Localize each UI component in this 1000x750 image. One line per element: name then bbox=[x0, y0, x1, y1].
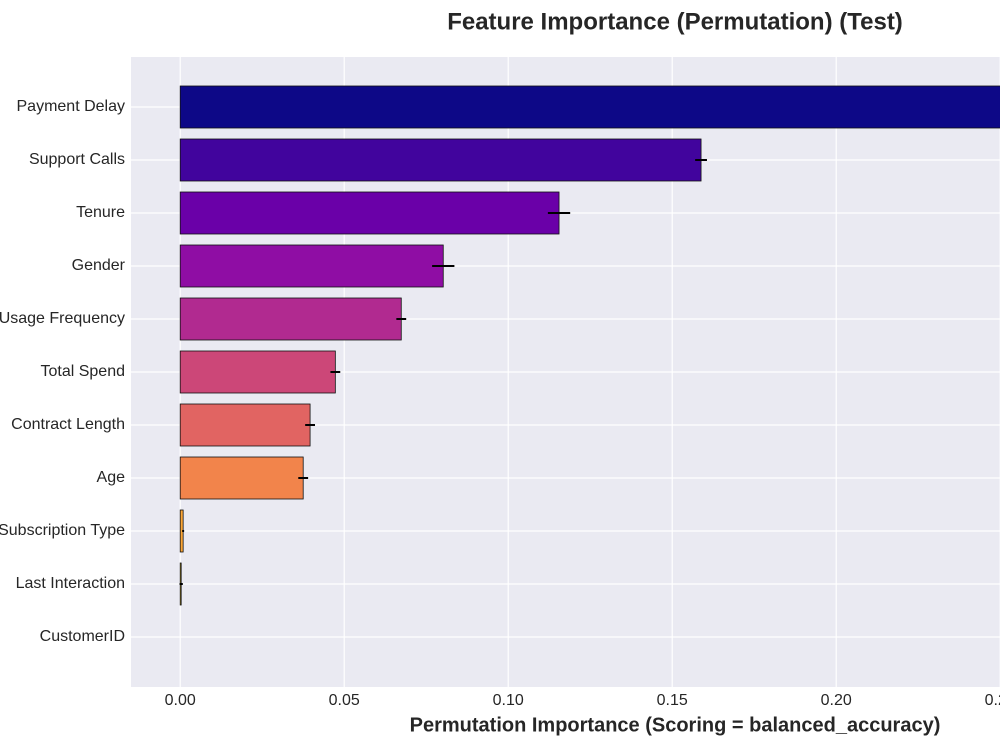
x-tick-label: 0.10 bbox=[493, 692, 524, 709]
y-tick-label: Tenure bbox=[76, 204, 125, 221]
y-tick-label: Payment Delay bbox=[17, 98, 126, 115]
bar bbox=[179, 350, 336, 394]
y-tick-label: Contract Length bbox=[11, 416, 125, 433]
bar bbox=[179, 297, 402, 341]
bar bbox=[179, 244, 444, 288]
x-axis-label: Permutation Importance (Scoring = balanc… bbox=[410, 714, 941, 736]
y-tick-label: Last Interaction bbox=[16, 575, 125, 592]
chart-title: Feature Importance (Permutation) (Test) bbox=[447, 8, 903, 35]
y-tick-label: Age bbox=[97, 469, 126, 486]
bar bbox=[179, 138, 702, 182]
bar bbox=[179, 85, 1000, 129]
x-tick-label: 0.25 bbox=[985, 692, 1000, 709]
y-tick-label: Total Spend bbox=[40, 363, 125, 380]
bar bbox=[179, 403, 311, 447]
y-tick-label: Subscription Type bbox=[0, 522, 125, 539]
x-tick-label: 0.00 bbox=[165, 692, 196, 709]
y-tick-label: Usage Frequency bbox=[0, 310, 125, 327]
bar bbox=[179, 456, 304, 500]
bar bbox=[179, 191, 560, 235]
x-tick-label: 0.05 bbox=[329, 692, 360, 709]
x-tick-label: 0.15 bbox=[657, 692, 688, 709]
y-tick-label: Support Calls bbox=[29, 151, 125, 168]
y-tick-label: CustomerID bbox=[40, 628, 125, 645]
y-tick-label: Gender bbox=[72, 257, 126, 274]
x-tick-label: 0.20 bbox=[821, 692, 852, 709]
